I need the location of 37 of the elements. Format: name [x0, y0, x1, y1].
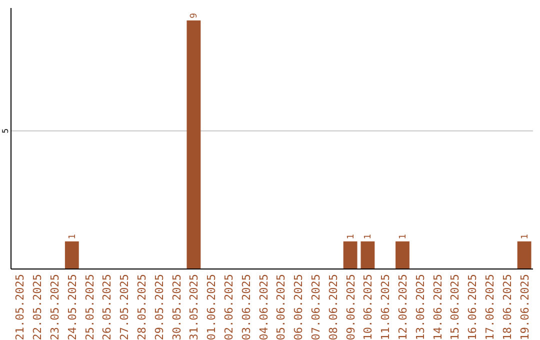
- x-tick-label: 03.06.2025: [240, 274, 253, 340]
- x-tick-label: 28.05.2025: [136, 274, 148, 340]
- x-tick-label: 11.06.2025: [379, 274, 392, 340]
- x-tick-label: 16.06.2025: [466, 274, 480, 340]
- x-tick-label: 18.06.2025: [500, 274, 514, 340]
- x-tick-label: 25.05.2025: [83, 274, 96, 340]
- x-tick-label: 30.05.2025: [170, 274, 184, 340]
- x-tick-label: 08.06.2025: [326, 274, 340, 340]
- x-tick-label: 17.06.2025: [484, 274, 496, 340]
- x-tick-label: 22.05.2025: [31, 274, 44, 340]
- data-label: 1: [68, 234, 78, 240]
- data-label: 1: [520, 234, 530, 240]
- y-tick-label: 5: [1, 128, 10, 134]
- x-tick-label: 07.06.2025: [310, 274, 322, 340]
- x-tick-label: 01.06.2025: [205, 274, 218, 340]
- x-tick-label: 21.05.2025: [14, 274, 27, 340]
- x-tick-label: 10.06.2025: [362, 274, 375, 340]
- x-tick-label: 31.05.2025: [188, 274, 201, 340]
- x-tick-label: 23.05.2025: [48, 274, 62, 340]
- x-tick-label: 09.06.2025: [344, 274, 358, 340]
- data-label: 1: [364, 234, 374, 240]
- x-tick-label: 26.05.2025: [100, 274, 114, 340]
- x-tick-label: 06.06.2025: [292, 274, 306, 340]
- x-tick-label: 29.05.2025: [152, 274, 166, 340]
- x-tick-label: 27.05.2025: [118, 274, 132, 340]
- data-label: 9: [190, 13, 200, 18]
- x-tick-label: 15.06.2025: [448, 274, 462, 340]
- x-tick-label: 04.06.2025: [257, 274, 270, 340]
- x-tick-label: 12.06.2025: [396, 274, 410, 340]
- data-label: 1: [398, 234, 408, 240]
- x-tick-label: 05.06.2025: [274, 274, 288, 340]
- x-tick-label: 02.06.2025: [222, 274, 236, 340]
- x-tick-label: 13.06.2025: [414, 274, 427, 340]
- x-tick-label: 14.06.2025: [431, 274, 444, 340]
- x-tick-label: 24.05.2025: [66, 274, 79, 340]
- x-tick-label: 19.06.2025: [518, 274, 532, 340]
- data-label: 1: [346, 234, 356, 240]
